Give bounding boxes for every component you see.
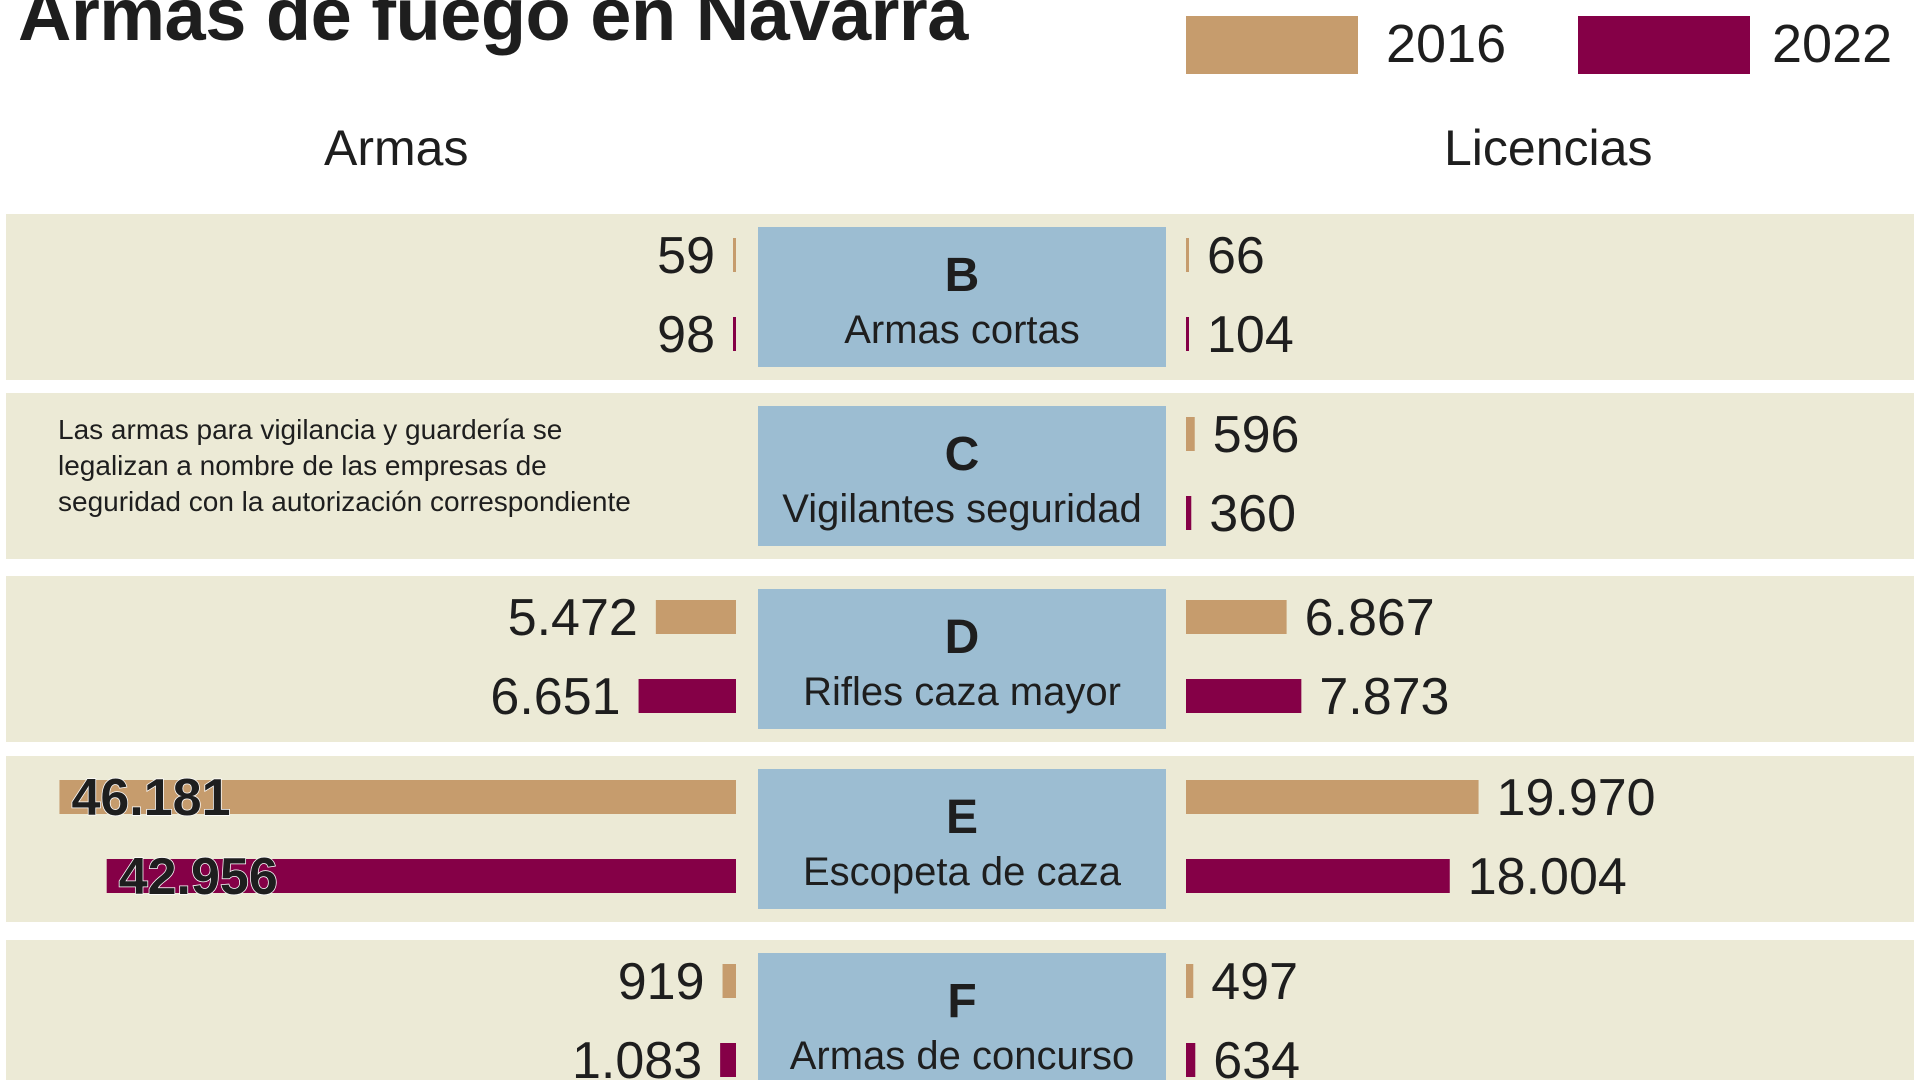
category-letter-d: D xyxy=(945,611,980,664)
category-name-c: Vigilantes seguridad xyxy=(782,487,1142,531)
category-letter-f: F xyxy=(947,975,976,1028)
licencias-bar-c-2022 xyxy=(1186,496,1192,530)
category-note-c-line-3: seguridad con la autorización correspond… xyxy=(58,486,631,517)
armas-value-f-2016: 919 xyxy=(618,953,705,1011)
licencias-bar-b-2022 xyxy=(1186,317,1189,351)
licencias-bar-e-2016 xyxy=(1186,780,1479,814)
armas-bar-e-2022 xyxy=(106,859,737,893)
category-box-d xyxy=(758,589,1166,729)
category-box-c xyxy=(758,406,1166,546)
licencias-bar-d-2016 xyxy=(1186,600,1287,634)
licencias-bar-e-2022 xyxy=(1186,859,1450,893)
legend-swatch-2022 xyxy=(1578,16,1750,74)
category-letter-c: C xyxy=(945,428,980,481)
licencias-value-c-2022: 360 xyxy=(1209,485,1296,543)
licencias-value-f-2016: 497 xyxy=(1211,953,1298,1011)
licencias-bar-f-2022 xyxy=(1186,1043,1196,1077)
category-letter-b: B xyxy=(945,249,980,302)
licencias-panel-heading: Licencias xyxy=(1444,120,1653,176)
category-box-f xyxy=(758,953,1166,1080)
armas-bar-e-2016 xyxy=(59,780,736,814)
licencias-bar-f-2016 xyxy=(1186,964,1194,998)
licencias-bar-d-2022 xyxy=(1186,679,1302,713)
category-name-f: Armas de concurso xyxy=(790,1034,1135,1078)
category-letter-e: E xyxy=(946,791,978,844)
licencias-value-f-2022: 634 xyxy=(1213,1032,1300,1080)
armas-value-b-2022: 98 xyxy=(657,306,715,364)
armas-value-f-2022: 1.083 xyxy=(572,1032,702,1080)
category-box-b xyxy=(758,227,1166,367)
licencias-value-b-2016: 66 xyxy=(1207,227,1265,285)
licencias-value-e-2022: 18.004 xyxy=(1468,848,1627,906)
licencias-bar-c-2016 xyxy=(1186,417,1195,451)
licencias-value-b-2022: 104 xyxy=(1207,306,1294,364)
licencias-value-d-2016: 6.867 xyxy=(1305,589,1435,647)
legend-swatch-2016 xyxy=(1186,16,1358,74)
armas-value-b-2016: 59 xyxy=(657,227,715,285)
armas-bar-d-2016 xyxy=(655,600,736,634)
licencias-bar-b-2016 xyxy=(1186,238,1189,272)
armas-bar-d-2022 xyxy=(638,679,736,713)
armas-bar-b-2022 xyxy=(733,317,736,351)
category-name-b: Armas cortas xyxy=(844,308,1080,352)
armas-value-e-2016: 46.181 xyxy=(71,769,230,827)
legend-label-2022: 2022 xyxy=(1772,14,1893,74)
chart-title: Armas de fuego en Navarra xyxy=(18,0,968,56)
category-note-c-line-1: Las armas para vigilancia y guardería se xyxy=(58,414,562,445)
armas-value-d-2016: 5.472 xyxy=(508,589,638,647)
category-box-e xyxy=(758,769,1166,909)
armas-value-d-2022: 6.651 xyxy=(490,668,620,726)
category-note-c-line-2: legalizan a nombre de las empresas de xyxy=(58,450,547,481)
armas-panel-heading: Armas xyxy=(324,120,469,176)
category-name-e: Escopeta de caza xyxy=(803,850,1122,894)
licencias-value-c-2016: 596 xyxy=(1213,406,1300,464)
armas-bar-f-2016 xyxy=(722,964,736,998)
legend-label-2016: 2016 xyxy=(1386,14,1507,74)
armas-value-e-2022: 42.956 xyxy=(119,848,278,906)
category-name-d: Rifles caza mayor xyxy=(803,670,1121,714)
armas-bar-f-2022 xyxy=(720,1043,736,1077)
licencias-value-e-2016: 19.970 xyxy=(1497,769,1656,827)
armas-bar-b-2016 xyxy=(733,238,736,272)
licencias-value-d-2022: 7.873 xyxy=(1319,668,1449,726)
